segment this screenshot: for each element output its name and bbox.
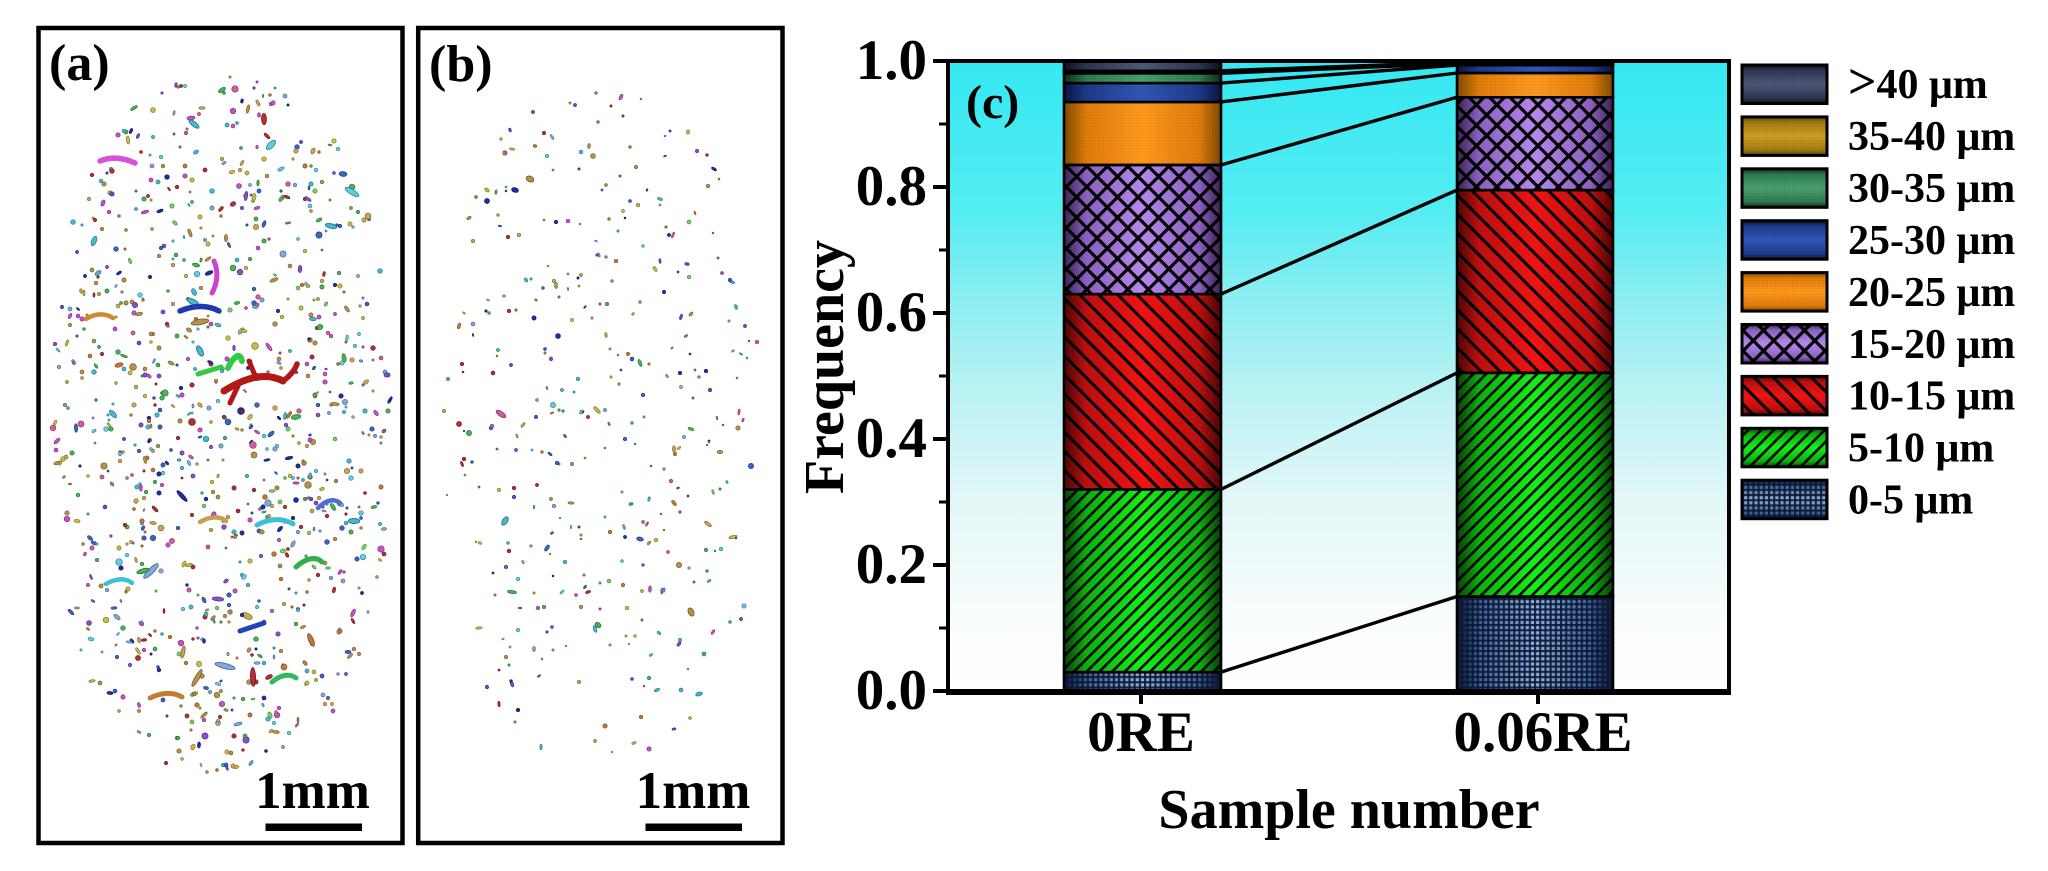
svg-text:0-5 μm: 0-5 μm	[1848, 478, 1973, 524]
svg-text:0.2: 0.2	[856, 533, 927, 596]
svg-text:(c): (c)	[966, 76, 1019, 129]
svg-text:0.6: 0.6	[856, 281, 927, 344]
svg-text:(a): (a)	[49, 35, 110, 92]
svg-text:35-40 μm: 35-40 μm	[1848, 114, 2015, 160]
svg-text:0.8: 0.8	[856, 155, 927, 218]
svg-text:25-30 μm: 25-30 μm	[1848, 218, 2015, 264]
svg-text:0RE: 0RE	[1087, 701, 1195, 764]
svg-text:0.06RE: 0.06RE	[1454, 701, 1633, 764]
svg-text:1.0: 1.0	[856, 29, 927, 92]
svg-text:10-15 μm: 10-15 μm	[1848, 374, 2015, 420]
svg-text:1mm: 1mm	[636, 762, 751, 820]
svg-text:Sample number: Sample number	[1158, 779, 1539, 841]
svg-text:(b): (b)	[429, 36, 493, 93]
svg-text:15-20 μm: 15-20 μm	[1848, 322, 2015, 368]
svg-text:20-25 μm: 20-25 μm	[1848, 270, 2015, 316]
svg-text:0.4: 0.4	[856, 407, 927, 470]
svg-text:Frequency: Frequency	[794, 240, 856, 494]
svg-text:0.0: 0.0	[856, 659, 927, 722]
svg-text:>40 μm: >40 μm	[1848, 53, 1988, 109]
svg-text:5-10 μm: 5-10 μm	[1848, 426, 1994, 472]
svg-text:1mm: 1mm	[255, 762, 370, 820]
svg-text:30-35 μm: 30-35 μm	[1848, 166, 2015, 212]
